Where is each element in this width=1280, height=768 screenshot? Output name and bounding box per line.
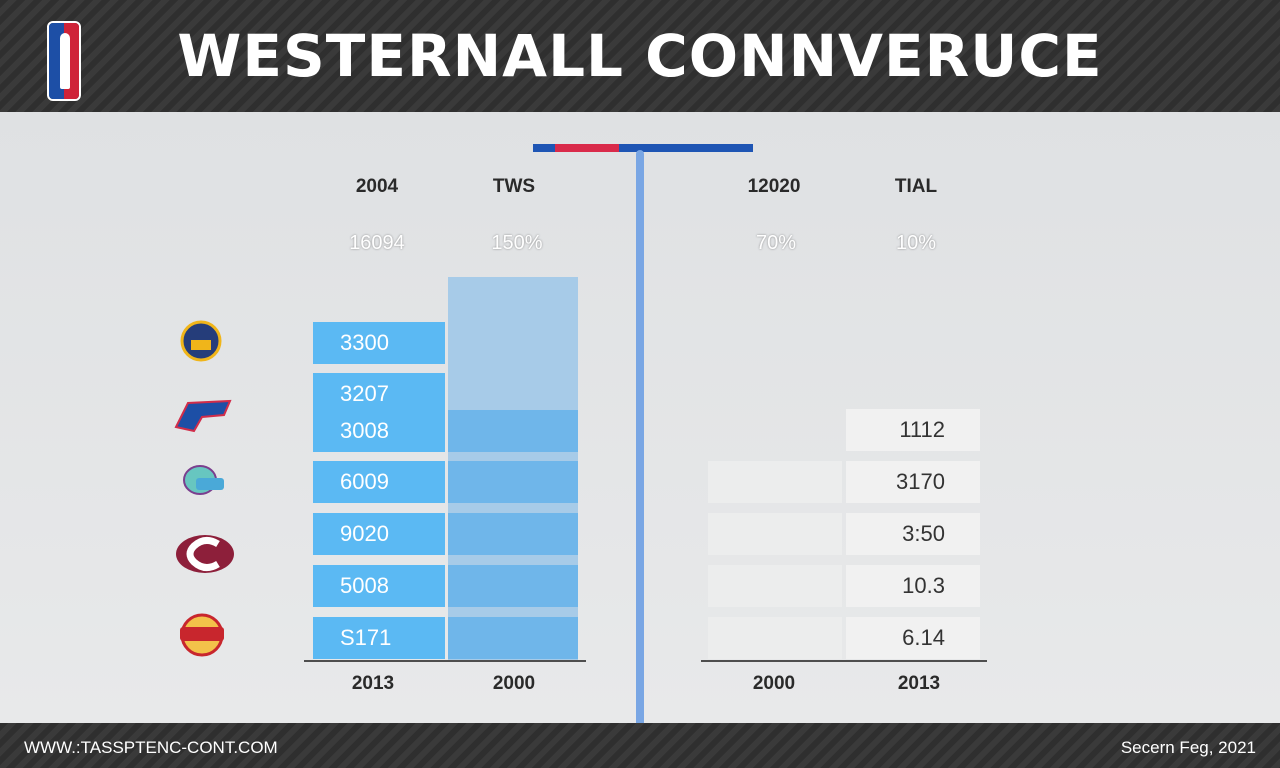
footer-bar: [0, 723, 1280, 768]
page-title: WESTERNALL CONNVERUCE: [177, 22, 1103, 90]
stat-bar: 5008: [313, 565, 445, 607]
footer-date: Secern Feg, 2021: [1120, 738, 1256, 757]
column-footer: 2000: [492, 673, 536, 694]
column-bar-segment: [448, 565, 578, 607]
empty-cell: [708, 513, 842, 555]
column-percent: 10%: [895, 232, 937, 254]
hornets-logo-icon: [183, 465, 224, 495]
column-percent: 150%: [491, 232, 543, 254]
center-divider-cap: [533, 144, 753, 152]
column-percent: 16094: [349, 232, 405, 254]
value-cell: 1112: [846, 409, 980, 451]
column-header: TWS: [492, 176, 536, 197]
column-header: TIAL: [894, 176, 938, 197]
league-logo-icon: [47, 21, 81, 101]
cavaliers-logo-icon: [176, 535, 234, 573]
column-footer: 2013: [897, 673, 941, 694]
stat-bar: 9020: [313, 513, 445, 555]
stat-bar: 3207: [313, 373, 445, 415]
column-footer: 2000: [752, 673, 796, 694]
baseline-right: [701, 660, 987, 662]
lakers-logo-icon: [180, 613, 224, 657]
stat-bar: 6009: [313, 461, 445, 503]
footer-url: WWW.:TASSPTENC-CONT.COM: [24, 738, 278, 757]
pistons-logo-icon: [174, 399, 232, 433]
warriors-logo-icon: [180, 320, 222, 362]
stat-bar: 3300: [313, 322, 445, 364]
column-header: 12020: [747, 176, 801, 197]
baseline-left: [304, 660, 586, 662]
empty-cell: [708, 617, 842, 659]
value-cell: 3170: [846, 461, 980, 503]
column-header: 2004: [355, 176, 399, 197]
center-divider: [636, 150, 644, 728]
empty-cell: [708, 565, 842, 607]
stat-bar: S171: [313, 617, 445, 659]
column-percent: 70%: [755, 232, 797, 254]
column-bar-segment: [448, 410, 578, 452]
value-cell: 6.14: [846, 617, 980, 659]
value-cell: 3:50: [846, 513, 980, 555]
column-bar-segment: [448, 617, 578, 659]
stat-bar: 3008: [313, 410, 445, 452]
empty-cell: [708, 461, 842, 503]
header-bar: [0, 0, 1280, 112]
column-bar-segment: [448, 461, 578, 503]
column-footer: 2013: [351, 673, 395, 694]
value-cell: 10.3: [846, 565, 980, 607]
column-bar-segment: [448, 513, 578, 555]
